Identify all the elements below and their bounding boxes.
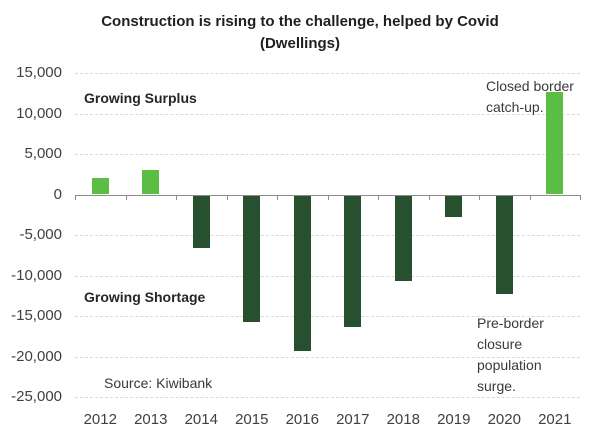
x-axis-tick-5	[328, 196, 329, 200]
y-tick-label-15000: 15,000	[16, 64, 62, 81]
annotation-closed-border-catch-up: Closed border catch-up.	[486, 78, 574, 115]
y-tick-label-0: 0	[53, 186, 62, 203]
x-tick-label-2017: 2017	[336, 411, 370, 428]
x-axis-tick-2	[176, 196, 177, 200]
x-axis-tick-6	[378, 196, 379, 200]
gridline-10000	[75, 114, 580, 115]
x-axis-tick-7	[429, 196, 430, 200]
x-axis-tick-1	[126, 196, 127, 200]
bar-2014	[192, 194, 210, 248]
gridline--15000	[75, 316, 580, 317]
gridline--10000	[75, 276, 580, 277]
x-tick-label-2019: 2019	[437, 411, 471, 428]
bar-2015	[243, 194, 261, 323]
bar-2017	[344, 194, 362, 327]
annotation-pre-border-closure: Pre-border closure population surge.	[477, 315, 544, 394]
gridline-5000	[75, 154, 580, 155]
x-axis-line	[75, 195, 581, 196]
gridline--5000	[75, 235, 580, 236]
x-tick-label-2016: 2016	[285, 411, 319, 428]
x-axis-tick-3	[227, 196, 228, 200]
x-tick-label-2014: 2014	[184, 411, 218, 428]
bar-2018	[394, 194, 412, 282]
x-axis-tick-0	[75, 196, 76, 200]
x-tick-label-2021: 2021	[538, 411, 572, 428]
chart-title: Construction is rising to the challenge,…	[101, 13, 499, 52]
bar-2016	[293, 194, 311, 351]
x-tick-label-2015: 2015	[235, 411, 269, 428]
bar-2013	[142, 170, 160, 195]
y-tick-label--25000: -25,000	[11, 388, 62, 405]
bar-2012	[91, 178, 109, 195]
annotation-source: Source: Kiwibank	[104, 375, 213, 391]
x-axis-tick-8	[479, 196, 480, 200]
annotation-growing-shortage: Growing Shortage	[84, 289, 206, 305]
x-tick-label-2013: 2013	[134, 411, 168, 428]
x-axis-tick-4	[277, 196, 278, 200]
y-tick-label--5000: -5,000	[19, 226, 62, 243]
y-tick-label-10000: 10,000	[16, 105, 62, 122]
y-tick-label--10000: -10,000	[11, 267, 62, 284]
annotation-growing-surplus: Growing Surplus	[84, 90, 197, 106]
y-tick-label--20000: -20,000	[11, 348, 62, 365]
x-axis-tick-9	[530, 196, 531, 200]
x-tick-label-2018: 2018	[386, 411, 420, 428]
bar-2020	[495, 194, 513, 295]
bar-2021	[546, 91, 564, 195]
bar-2019	[445, 194, 463, 218]
y-tick-label--15000: -15,000	[11, 307, 62, 324]
x-tick-label-2012: 2012	[83, 411, 117, 428]
x-tick-label-2020: 2020	[487, 411, 521, 428]
gridline--20000	[75, 357, 580, 358]
gridline-15000	[75, 73, 580, 74]
gridline--25000	[75, 397, 580, 398]
y-tick-label-5000: 5,000	[24, 145, 62, 162]
x-axis-tick-10	[580, 196, 581, 200]
